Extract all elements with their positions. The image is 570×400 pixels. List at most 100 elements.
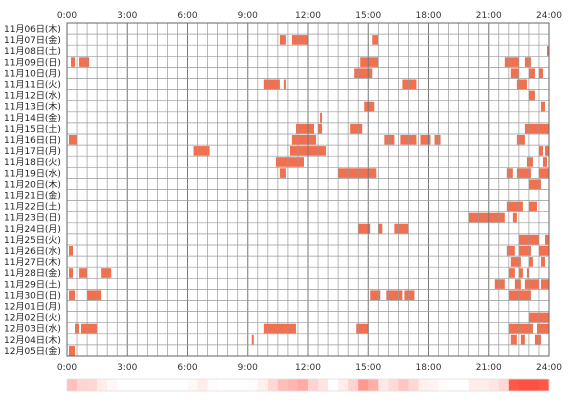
summary-cell <box>267 379 279 391</box>
activity-bar <box>69 246 74 256</box>
day-label-column: 11月06日(木)11月07日(金)11月08日(土)11月09日(日)11月1… <box>4 23 61 357</box>
activity-bar <box>508 290 531 300</box>
summary-cell <box>388 379 399 391</box>
summary-cell <box>297 379 309 391</box>
day-label: 11月14日(金) <box>4 112 61 124</box>
summary-cell <box>368 379 379 391</box>
activity-bar <box>283 79 286 90</box>
activity-bar <box>402 79 417 90</box>
activity-bar <box>69 290 76 300</box>
day-label: 11月23日(日) <box>4 213 61 224</box>
day-label: 11月07日(金) <box>4 34 61 46</box>
summary-cell <box>318 379 329 391</box>
activity-bar <box>524 123 549 134</box>
activity-bar <box>468 212 505 223</box>
activity-bar <box>516 168 531 178</box>
day-label: 11月20日(木) <box>4 178 61 190</box>
activity-bar <box>263 323 296 334</box>
summary-cell <box>167 379 178 391</box>
activity-bar <box>69 268 74 278</box>
activity-bar <box>534 334 541 345</box>
activity-bar <box>512 212 517 223</box>
activity-bar <box>354 68 373 78</box>
x-tick-label-top: 12:00 <box>295 11 321 21</box>
x-tick-label-bottom: 6:00 <box>177 363 197 373</box>
day-label: 12月05日(金) <box>4 345 61 357</box>
activity-bar <box>378 223 383 234</box>
summary-cell <box>77 379 88 391</box>
activity-bar <box>508 268 515 278</box>
activity-bar <box>350 123 363 134</box>
x-tick-label-top: 21:00 <box>476 11 502 21</box>
top-time-axis: 0:00 3:00 6:00 9:00 12:00 15:00 18:00 21:00 24:0… <box>57 11 562 21</box>
summary-cell <box>328 379 339 391</box>
activity-bar <box>506 246 515 256</box>
day-label: 11月29日(土) <box>4 278 61 290</box>
activity-bar <box>69 135 78 145</box>
summary-cell <box>538 379 550 391</box>
activity-bar <box>370 290 381 300</box>
activity-bar <box>504 57 519 67</box>
summary-cell <box>468 379 480 391</box>
summary-cell <box>398 379 409 391</box>
activity-bar <box>538 146 543 156</box>
activity-bar <box>528 90 535 101</box>
summary-cell <box>97 379 108 391</box>
activity-bar <box>540 101 545 112</box>
chart-grid <box>66 22 550 357</box>
day-label: 12月03日(水) <box>4 323 61 335</box>
x-tick-label-bottom: 15:00 <box>355 363 381 373</box>
summary-cell <box>478 379 490 391</box>
activity-bar <box>514 279 521 289</box>
activity-bar <box>71 57 76 67</box>
x-tick-label-top: 18:00 <box>416 11 442 21</box>
activity-bar <box>394 223 409 234</box>
x-tick-label-bottom: 18:00 <box>416 363 442 373</box>
summary-cell <box>127 379 138 391</box>
activity-bar <box>318 123 323 134</box>
activity-bar <box>538 68 543 78</box>
summary-cell <box>187 379 198 391</box>
summary-cell <box>287 379 299 391</box>
activity-bar <box>526 268 529 278</box>
activity-bar <box>69 345 76 356</box>
activity-bar <box>420 135 431 145</box>
activity-bar <box>518 268 523 278</box>
summary-cell <box>197 379 208 391</box>
summary-cell <box>508 379 520 391</box>
summary-cell <box>157 379 168 391</box>
activity-bar <box>79 57 90 67</box>
activity-bar <box>506 201 523 212</box>
day-label: 11月21日(金) <box>4 190 61 202</box>
summary-cell <box>117 379 128 391</box>
activity-bar <box>338 168 377 178</box>
activity-bar <box>544 234 549 245</box>
activity-bar <box>546 46 549 56</box>
activity-bar <box>526 157 533 167</box>
day-label: 11月12日(水) <box>4 90 61 102</box>
activity-bar <box>372 35 379 45</box>
summary-cell <box>217 379 229 391</box>
summary-cell <box>338 379 349 391</box>
activity-bar <box>524 57 531 67</box>
day-label: 11月11日(火) <box>4 80 61 91</box>
activity-bar <box>518 246 531 256</box>
activity-bar <box>87 290 102 300</box>
activity-bar <box>544 146 549 156</box>
activity-bar <box>360 57 379 67</box>
day-label: 11月22日(土) <box>4 201 61 213</box>
summary-cell <box>277 379 289 391</box>
x-tick-label-bottom: 9:00 <box>238 363 258 373</box>
activity-bar <box>291 135 317 145</box>
x-tick-label-bottom: 12:00 <box>295 363 321 373</box>
daily-summary-strip <box>66 378 550 392</box>
activity-bar <box>279 168 286 178</box>
x-tick-label-top: 15:00 <box>355 11 381 21</box>
activity-bar <box>510 334 517 345</box>
activity-bar <box>364 101 375 112</box>
day-label: 11月30日(日) <box>4 290 61 301</box>
summary-cell <box>518 379 530 391</box>
activity-bar <box>193 146 210 156</box>
summary-cell <box>428 379 439 391</box>
